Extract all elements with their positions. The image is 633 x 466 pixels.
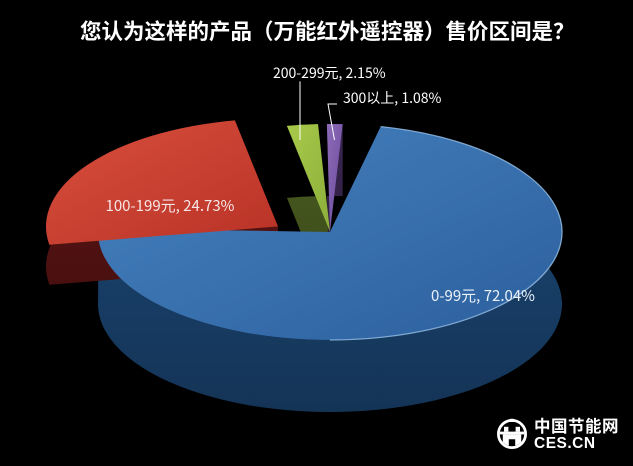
svg-text:300以上, 1.08%: 300以上, 1.08% xyxy=(343,88,442,108)
svg-text:100-199元, 24.73%: 100-199元, 24.73% xyxy=(106,195,235,216)
svg-text:200-299元, 2.15%: 200-299元, 2.15% xyxy=(273,63,386,83)
svg-text:0-99元, 72.04%: 0-99元, 72.04% xyxy=(431,285,535,306)
